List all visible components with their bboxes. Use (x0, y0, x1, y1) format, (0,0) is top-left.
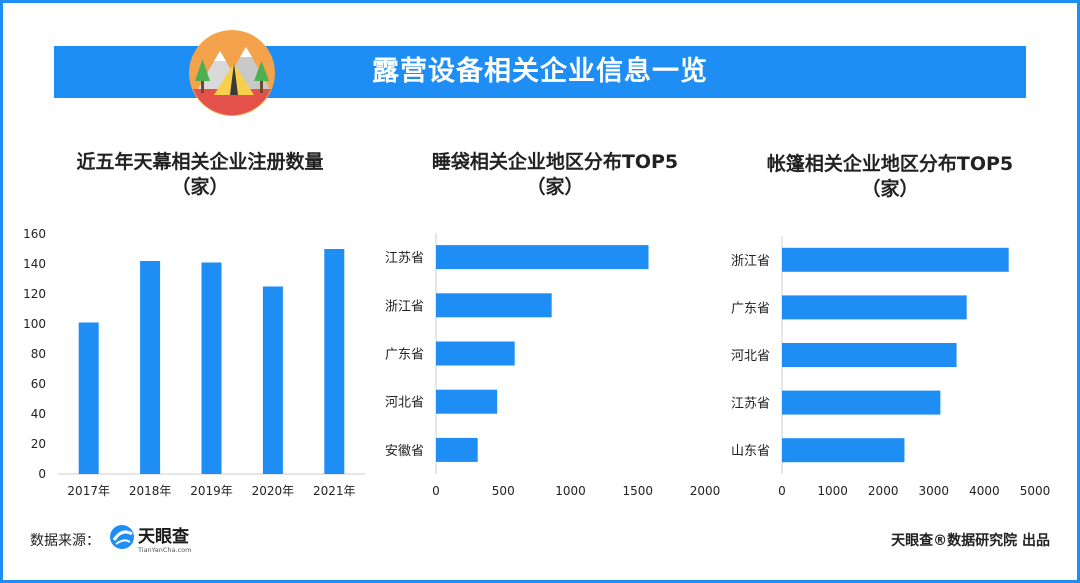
chart-1-x-tick-label: 2021年 (313, 484, 356, 498)
chart-1-y-tick-label: 140 (23, 257, 46, 271)
credit-text: 天眼查®数据研究院 出品 (891, 533, 1050, 549)
chart-3-category-label: 江苏省 (731, 396, 770, 412)
chart-2-bar (436, 341, 515, 366)
chart-3-category-label: 广东省 (731, 301, 770, 316)
chart-1-x-tick-label: 2019年 (190, 484, 233, 498)
chart-1-y-tick-label: 20 (31, 437, 46, 451)
chart-3-bar (782, 438, 905, 463)
chart-1-y-tick-label: 120 (23, 287, 46, 301)
chart-1-y-tick-label: 60 (31, 377, 46, 391)
chart-3-bar (782, 343, 957, 367)
chart-3-x-tick-label: 4000 (969, 484, 1000, 498)
source-label: 数据来源： (30, 533, 100, 549)
chart-2-x-tick-label: 500 (492, 484, 515, 498)
chart-2-bar (436, 245, 649, 270)
chart-1-y-tick-label: 160 (23, 227, 46, 241)
chart-1-subtitle: （家） (171, 176, 229, 198)
chart-3-bar (782, 390, 941, 415)
chart-2-category-label: 广东省 (385, 348, 424, 363)
chart-1-bar (201, 262, 222, 474)
chart-2-title-block: 睡袋相关企业地区分布TOP5 （家） (390, 150, 720, 200)
chart-2-bar (436, 293, 552, 318)
chart-3-title: 帐篷相关企业地区分布TOP5 (766, 153, 1014, 175)
chart-3-title-block: 帐篷相关企业地区分布TOP5 （家） (725, 152, 1055, 202)
chart-1-bar (324, 249, 345, 474)
chart-1-y-tick-label: 100 (23, 317, 46, 331)
chart-3-x-tick-label: 0 (778, 484, 786, 498)
chart-2-category-label: 安徽省 (385, 444, 424, 459)
chart-3-category-label: 河北省 (731, 349, 770, 364)
chart-1-y-tick-label: 80 (31, 347, 46, 361)
chart-1-x-tick-label: 2020年 (252, 484, 295, 498)
chart-1-x-tick-label: 2017年 (67, 484, 110, 498)
tianyancha-logo: 天眼查 TianYanCha.com (110, 525, 191, 554)
chart-3-x-tick-label: 1000 (817, 484, 848, 498)
chart-1-title: 近五年天幕相关企业注册数量 (76, 151, 324, 173)
chart-1-x-tick-label: 2018年 (129, 484, 172, 498)
camping-tent-icon (189, 30, 275, 116)
chart-2-category-label: 河北省 (385, 396, 424, 411)
chart-2-bar (436, 437, 478, 462)
chart-1-y-tick-label: 0 (38, 467, 46, 481)
chart-1-y-tick-label: 40 (31, 407, 46, 421)
chart-2-x-tick-label: 1500 (622, 484, 653, 498)
chart-3-category-label: 山东省 (731, 444, 770, 459)
chart-3-bar (782, 295, 967, 320)
chart-2-category-label: 江苏省 (385, 250, 424, 266)
brand-url: TianYanCha.com (137, 546, 191, 554)
chart-2-title: 睡袋相关企业地区分布TOP5 (431, 151, 679, 173)
chart-2-bar (436, 389, 498, 414)
chart-2-subtitle: （家） (526, 176, 584, 198)
chart-3-category-label: 浙江省 (731, 254, 770, 269)
chart-1-title-block: 近五年天幕相关企业注册数量 （家） (40, 150, 360, 200)
chart-2-category-label: 浙江省 (385, 299, 424, 314)
chart-3-x-tick-label: 2000 (868, 484, 899, 498)
chart-1-bar (262, 286, 283, 474)
chart-3-subtitle: （家） (861, 178, 919, 200)
brand-name: 天眼查 (138, 526, 190, 547)
page-title: 露营设备相关企业信息一览 (372, 56, 708, 87)
chart-2-x-tick-label: 0 (432, 484, 440, 498)
chart-1-bar (78, 322, 99, 474)
chart-3-bar (782, 247, 1009, 272)
chart-3-x-tick-label: 5000 (1020, 484, 1051, 498)
chart-2-x-tick-label: 2000 (690, 484, 721, 498)
chart-3-x-tick-label: 3000 (919, 484, 950, 498)
chart-1-bar (140, 261, 161, 474)
chart-2-x-tick-label: 1000 (555, 484, 586, 498)
